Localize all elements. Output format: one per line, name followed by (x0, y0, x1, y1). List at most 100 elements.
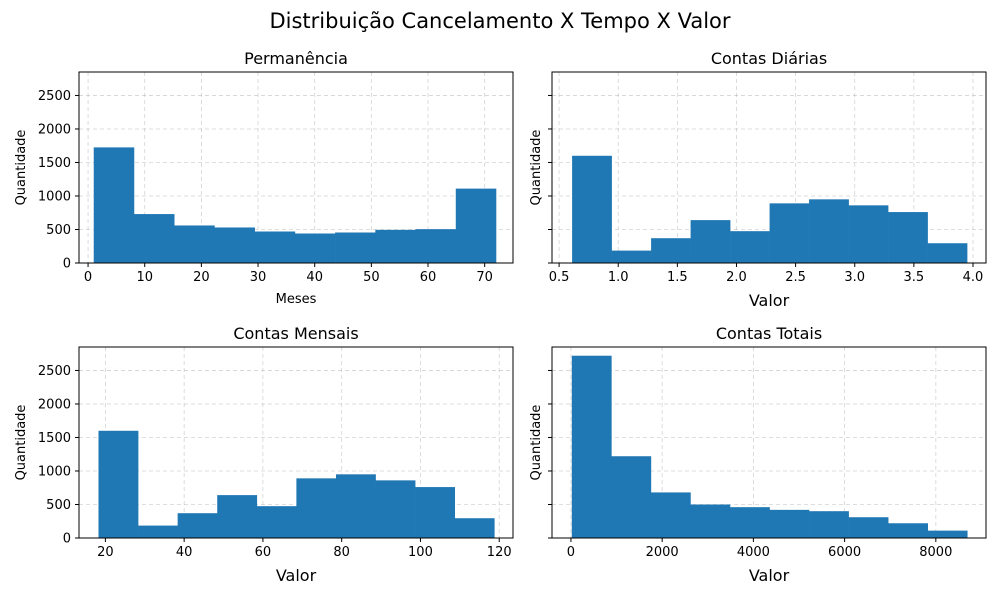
x-tick-label: 2000 (646, 545, 679, 560)
x-tick-label: 10 (136, 270, 153, 285)
y-axis-label: Quantidade (529, 130, 544, 206)
histogram-bar (651, 238, 691, 263)
histogram-bar (611, 250, 652, 263)
subplot-title: Contas Totais (716, 324, 822, 343)
x-tick-label: 1.0 (608, 270, 629, 285)
histogram-bar (254, 231, 296, 263)
histogram-bar (93, 147, 135, 263)
x-tick-label: 4.0 (963, 270, 984, 285)
axes-frame (78, 71, 514, 264)
subplot-contas-diarias: 0.5 1.0 1.5 2.0 2.5 3.0 3.5 4.0 Contas Diárias Va… (529, 49, 987, 310)
x-tick-label: 2.5 (785, 270, 806, 285)
histogram-bar (335, 232, 376, 263)
histogram-bar (415, 229, 457, 263)
histogram-bar (888, 523, 928, 538)
y-tick-label: 1000 (38, 189, 71, 204)
histogram-bar (927, 530, 968, 538)
histogram-bar (809, 511, 849, 538)
histogram-bar (375, 229, 416, 263)
y-axis-label: Quantidade (529, 405, 544, 481)
histogram-bar (455, 188, 497, 263)
histogram-bar (138, 525, 178, 538)
histogram-bar (809, 199, 849, 263)
x-tick-label: 6000 (828, 545, 861, 560)
x-tick-label: 2.0 (726, 270, 747, 285)
x-axis-label: Valor (276, 566, 317, 585)
x-tick-label: 70 (476, 270, 493, 285)
subplot-title: Permanência (244, 49, 348, 68)
y-tick-label: 1500 (38, 431, 71, 446)
x-tick-label: 40 (306, 270, 323, 285)
x-tick-label: 60 (255, 545, 272, 560)
subplot-title: Contas Diárias (711, 49, 827, 68)
x-tick-label: 40 (176, 545, 193, 560)
histogram-bar (611, 456, 652, 538)
x-axis-label: Valor (749, 291, 790, 310)
y-axis-label: Quantidade (14, 130, 29, 206)
histogram-bar (98, 430, 139, 538)
histogram-bar (690, 504, 731, 538)
x-tick-label: 1.5 (667, 270, 688, 285)
y-tick-label: 0 (63, 257, 71, 272)
histogram-bar (729, 507, 770, 538)
subplot-permanencia: 0 10 20 30 40 50 60 70 0 500 1000 1500 2000 2500 Perma… (14, 49, 514, 307)
x-tick-label: 8000 (919, 545, 952, 560)
y-tick-label: 1000 (38, 464, 71, 479)
histogram-bar (177, 513, 218, 538)
x-tick-label: 50 (363, 270, 380, 285)
x-axis-label: Valor (749, 566, 790, 585)
x-tick-label: 20 (193, 270, 210, 285)
histogram-bar (848, 517, 889, 538)
x-tick-label: 4000 (737, 545, 770, 560)
histogram-bar (335, 474, 376, 538)
axes-frame (551, 71, 987, 264)
x-tick-label: 60 (420, 270, 437, 285)
histogram-bar (256, 506, 297, 538)
histogram-bar (927, 243, 968, 263)
histogram-bar (769, 203, 810, 263)
subplot-contas-mensais: 20 40 60 80 100 120 0 500 1000 1500 2000 2500 Contas… (14, 324, 514, 585)
x-tick-label: 20 (97, 545, 114, 560)
histogram-bar (888, 212, 928, 263)
y-tick-label: 0 (63, 532, 71, 547)
histogram-bar (650, 492, 691, 538)
y-axis-label: Quantidade (14, 405, 29, 481)
y-tick-label: 1500 (38, 156, 71, 171)
y-tick-label: 2500 (38, 89, 71, 104)
y-tick-label: 500 (46, 223, 71, 238)
axes-frame (551, 346, 987, 539)
histogram-bar (769, 509, 810, 538)
y-tick-label: 2500 (38, 364, 71, 379)
histogram-bar (415, 487, 456, 538)
histogram-bar (571, 355, 612, 538)
y-tick-label: 2000 (38, 122, 71, 137)
histogram-bar (375, 480, 416, 538)
histogram-bar (572, 155, 612, 263)
x-tick-label: 30 (250, 270, 267, 285)
x-tick-label: 120 (487, 545, 512, 560)
histogram-bar (454, 518, 495, 538)
x-tick-label: 80 (333, 545, 350, 560)
y-tick-label: 2000 (38, 397, 71, 412)
histogram-bar (217, 495, 258, 538)
histogram-bar (848, 205, 889, 263)
histogram-bar (296, 478, 337, 538)
histogram-bar (730, 231, 770, 263)
x-tick-label: 0.5 (549, 270, 570, 285)
axes-frame (78, 346, 514, 539)
histogram-bar (294, 233, 336, 263)
x-tick-label: 3.5 (904, 270, 925, 285)
histogram-bar (174, 225, 215, 263)
x-axis-label: Meses (276, 292, 317, 307)
x-tick-label: 100 (408, 545, 433, 560)
x-tick-label: 0 (567, 545, 575, 560)
figure-title: Distribuição Cancelamento X Tempo X Valo… (269, 9, 730, 33)
x-tick-label: 3.0 (844, 270, 865, 285)
histogram-bar (690, 220, 731, 263)
subplot-contas-totais: 0 2000 4000 6000 8000 Contas Totais Valor Quant… (529, 324, 987, 585)
subplot-title: Contas Mensais (233, 324, 358, 343)
y-tick-label: 500 (46, 498, 71, 513)
histogram-bar (133, 214, 175, 263)
x-tick-label: 0 (84, 270, 92, 285)
